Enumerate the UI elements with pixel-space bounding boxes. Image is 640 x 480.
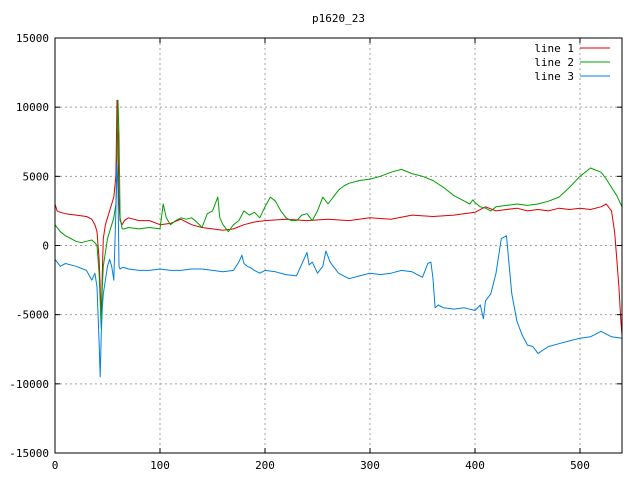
y-tick-label: 10000: [16, 101, 49, 114]
series-line-1: [54, 99, 623, 336]
y-tick-label: -5000: [16, 309, 49, 322]
x-tick-label: 400: [465, 459, 485, 472]
y-tick-label: 5000: [23, 170, 50, 183]
y-tick-label: 0: [42, 240, 49, 253]
y-tick-label: 15000: [16, 32, 49, 45]
axis-ticks: 0 100 200 300 400 500 -15000 -10000 -5000 0 5000 10…: [9, 32, 622, 472]
series-lines: [54, 99, 623, 378]
y-tick-label: -10000: [9, 378, 49, 391]
series-line-3: [54, 162, 623, 378]
legend-label-line-3: line 3: [534, 70, 574, 83]
x-tick-label: 200: [255, 459, 275, 472]
x-tick-label: 500: [570, 459, 590, 472]
legend-label-line-1: line 1: [534, 42, 574, 55]
legend-label-line-2: line 2: [534, 56, 574, 69]
chart-title: p1620_23: [312, 12, 365, 25]
x-tick-label: 100: [150, 459, 170, 472]
grid: [55, 38, 622, 453]
y-tick-label: -15000: [9, 447, 49, 460]
x-tick-label: 300: [360, 459, 380, 472]
x-tick-label: 0: [52, 459, 59, 472]
series-line-2: [54, 99, 623, 329]
